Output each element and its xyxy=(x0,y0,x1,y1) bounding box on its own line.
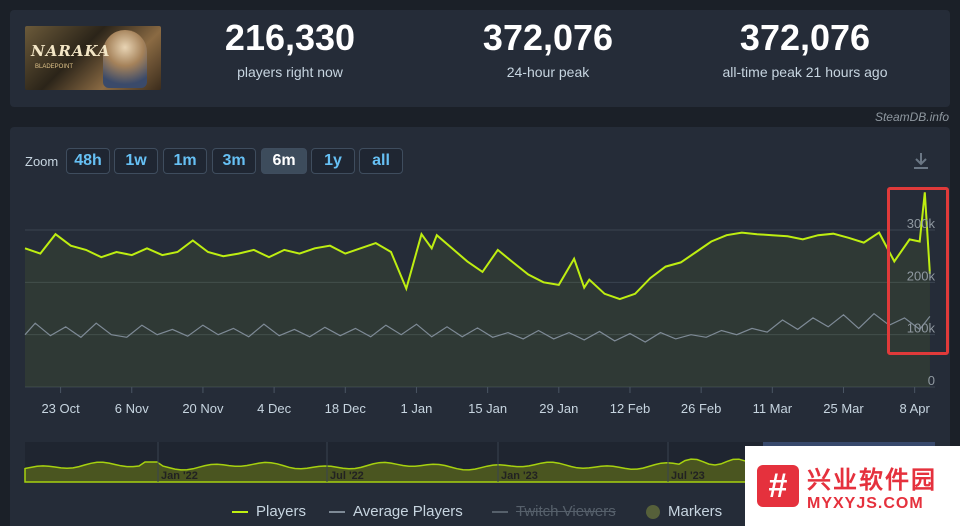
x-tick-label: 18 Dec xyxy=(325,401,367,416)
average-swatch xyxy=(329,510,345,513)
x-tick-label: 8 Apr xyxy=(899,401,930,416)
stat-value: 216,330 xyxy=(224,17,356,58)
x-tick-label: 29 Jan xyxy=(539,401,578,416)
zoom-1m-button[interactable]: 1m xyxy=(163,148,207,174)
legend-markers[interactable]: Markers xyxy=(646,503,722,520)
x-tick-label: 11 Mar xyxy=(753,401,793,416)
watermark-en: MYXYJS.COM xyxy=(807,494,924,512)
twitch-swatch xyxy=(492,510,508,513)
y-tick-label: 0 xyxy=(928,373,935,388)
stat-value: 372,076 xyxy=(482,17,614,58)
players-line xyxy=(24,192,931,301)
x-tick-label: 1 Jan xyxy=(401,401,433,416)
stats-panel: NARAKA BLADEPOINT xyxy=(10,10,950,107)
x-tick-label: 6 Nov xyxy=(115,401,149,416)
watermark-hash-icon: # xyxy=(757,465,799,507)
average-players-line xyxy=(24,312,931,343)
watermark: # 兴业软件园 MYXYJS.COM xyxy=(745,446,960,526)
y-tick-label: 200k xyxy=(907,268,936,283)
y-tick-label: 100k xyxy=(907,321,936,336)
zoom-48h-button[interactable]: 48h xyxy=(66,148,110,174)
navigator-tick-label: Jul '22 xyxy=(330,470,364,482)
download-icon[interactable] xyxy=(910,150,932,172)
x-tick-label: 12 Feb xyxy=(610,401,650,416)
legend-players[interactable]: Players xyxy=(232,503,306,520)
stat-value: 372,076 xyxy=(739,17,871,58)
steamdb-credit[interactable]: SteamDB.info xyxy=(874,110,949,124)
navigator-tick-label: Jul '23 xyxy=(671,470,705,482)
x-tick-label: 4 Dec xyxy=(257,401,291,416)
stat-label: all-time peak 21 hours ago xyxy=(722,64,888,80)
y-tick-label: 300k xyxy=(907,216,936,231)
x-tick-label: 25 Mar xyxy=(823,401,864,416)
stat-all-time-peak: 372,076 all-time peak 21 hours ago xyxy=(685,17,925,81)
stat-label: 24-hour peak xyxy=(506,64,590,80)
legend-players-label: Players xyxy=(256,503,307,520)
game-thumbnail[interactable]: NARAKA BLADEPOINT xyxy=(25,26,161,90)
watermark-cn: 兴业软件园 xyxy=(807,466,937,494)
character-art xyxy=(103,30,147,88)
zoom-all-button[interactable]: all xyxy=(359,148,403,174)
highlight-box xyxy=(887,187,949,355)
legend-average-players[interactable]: Average Players xyxy=(329,503,463,520)
players-area xyxy=(25,192,930,387)
legend-twitch-viewers[interactable]: Twitch Viewers xyxy=(492,503,616,520)
zoom-6m-button[interactable]: 6m xyxy=(261,148,307,174)
game-logo: NARAKA xyxy=(31,42,111,60)
legend-twitch-label: Twitch Viewers xyxy=(516,503,616,520)
x-tick-label: 26 Feb xyxy=(681,401,721,416)
zoom-label: Zoom xyxy=(25,154,59,169)
stat-label: players right now xyxy=(237,64,343,80)
zoom-1y-button[interactable]: 1y xyxy=(311,148,355,174)
x-tick-label: 20 Nov xyxy=(182,401,224,416)
zoom-1w-button[interactable]: 1w xyxy=(114,148,158,174)
stat-24h-peak: 372,076 24-hour peak xyxy=(428,17,668,81)
navigator-tick-label: Jan '22 xyxy=(161,470,198,482)
legend-markers-label: Markers xyxy=(668,503,723,520)
x-tick-label: 15 Jan xyxy=(468,401,507,416)
game-logo-subtitle: BLADEPOINT xyxy=(35,64,74,70)
stat-current-players: 216,330 players right now xyxy=(170,17,410,81)
x-tick-label: 23 Oct xyxy=(41,401,80,416)
legend-average-label: Average Players xyxy=(353,503,463,520)
players-swatch xyxy=(232,510,248,513)
navigator-tick-label: Jan '23 xyxy=(501,470,538,482)
zoom-3m-button[interactable]: 3m xyxy=(212,148,256,174)
markers-swatch xyxy=(646,504,660,519)
